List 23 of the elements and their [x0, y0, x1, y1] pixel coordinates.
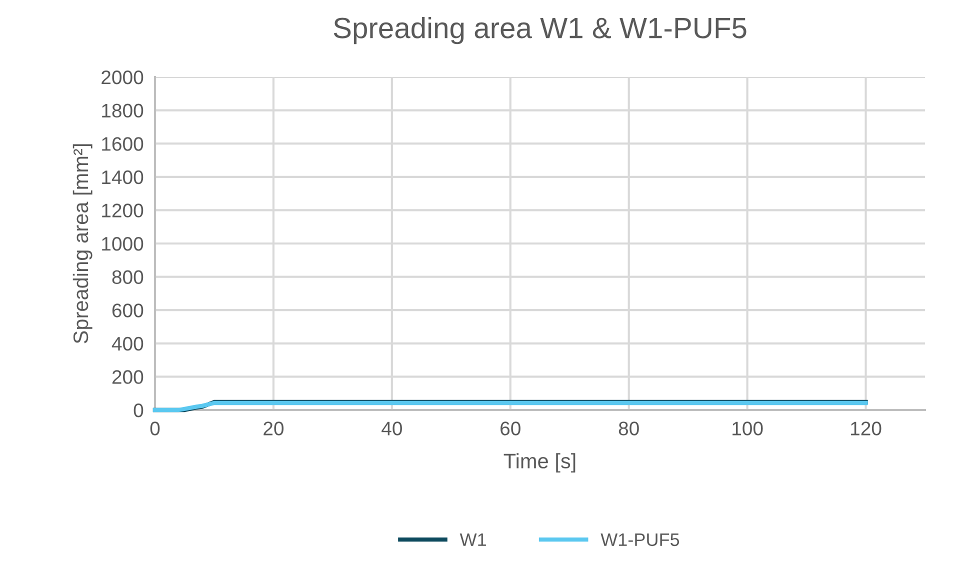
- y-tick-label: 600: [112, 304, 144, 318]
- y-tick-label: 1600: [102, 137, 144, 151]
- chart-title: Spreading area W1 & W1-PUF5: [334, 16, 746, 44]
- x-tick-label: 80: [618, 422, 639, 436]
- x-tick-label: 40: [382, 422, 402, 436]
- x-tick-label: 20: [264, 422, 284, 436]
- y-tick-label: 200: [112, 370, 144, 384]
- y-tick-label: 1200: [102, 204, 144, 218]
- x-tick-label: 0: [150, 422, 160, 436]
- y-tick-label: 0: [134, 403, 144, 418]
- x-tick-label: 120: [851, 422, 882, 436]
- x-tick-label: 100: [732, 422, 763, 436]
- y-axis-title: Spreading area [mm²]: [72, 144, 92, 344]
- x-tick-label: 60: [500, 422, 520, 436]
- y-tick-label: 1800: [102, 104, 144, 118]
- y-tick-label: 2000: [102, 70, 144, 84]
- x-axis-title: Time [s]: [504, 453, 576, 473]
- y-tick-label: 1000: [102, 236, 144, 251]
- y-tick-label: 1400: [102, 170, 144, 184]
- legend-label: W1-PUF5: [600, 533, 680, 546]
- y-tick-label: 400: [112, 336, 144, 351]
- legend-label: W1: [460, 533, 486, 546]
- y-tick-label: 800: [112, 270, 144, 284]
